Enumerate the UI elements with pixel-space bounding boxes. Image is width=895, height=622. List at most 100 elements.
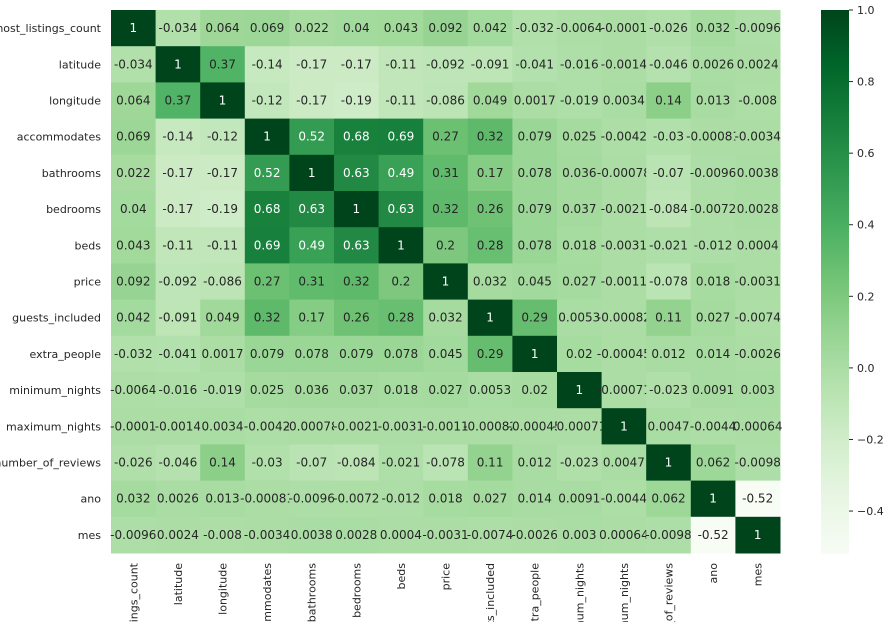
heatmap-cell xyxy=(735,46,781,83)
heatmap-cell xyxy=(467,227,513,264)
heatmap-cell xyxy=(244,227,290,264)
cell-value-label: -0.11 xyxy=(385,57,416,71)
cell-value-label: 1 xyxy=(486,311,494,325)
heatmap-cell xyxy=(557,118,603,156)
colorbar-tick-label: 0.0 xyxy=(857,362,875,375)
cell-value-label: -0.00071 xyxy=(552,419,606,433)
cell-value-label: -0.0096 xyxy=(735,21,781,35)
heatmap-cell xyxy=(646,118,692,156)
heatmap-cell xyxy=(735,118,781,156)
column-tick-label: ts_included xyxy=(484,563,497,622)
cell-value-label: 0.0053 xyxy=(469,383,511,397)
cell-value-label: 0.025 xyxy=(250,383,284,397)
heatmap-cell xyxy=(646,408,692,445)
heatmap-cell xyxy=(111,263,157,301)
heatmap-cell xyxy=(289,335,335,373)
cell-value-label: 0.63 xyxy=(388,202,415,216)
cell-value-label: -0.0014 xyxy=(155,419,201,433)
cell-value-label: -0.091 xyxy=(471,57,510,71)
heatmap-cell xyxy=(111,372,157,409)
heatmap-cell xyxy=(111,444,157,482)
cell-value-label: 0.00064 xyxy=(733,419,783,433)
heatmap-cell xyxy=(601,299,647,337)
heatmap-cell xyxy=(155,227,201,264)
cell-value-label: -0.008 xyxy=(738,94,777,108)
heatmap-cell xyxy=(646,372,692,409)
heatmap-cell xyxy=(601,82,647,120)
cell-value-label: -0.17 xyxy=(341,57,372,71)
cell-value-label: 0.018 xyxy=(562,238,596,252)
heatmap-cell xyxy=(601,46,647,83)
heatmap-cell xyxy=(334,372,380,409)
heatmap-cell xyxy=(200,82,246,120)
cell-value-label: 0.27 xyxy=(254,275,281,289)
column-tick-label: ommodates xyxy=(261,563,274,622)
row-tick-label: mes xyxy=(78,529,101,542)
column-tick-label: num_nights xyxy=(618,563,631,622)
cell-value-label: -0.00045 xyxy=(597,347,651,361)
heatmap-cell xyxy=(557,154,603,192)
cell-value-label: -0.041 xyxy=(159,347,198,361)
cell-value-label: 0.037 xyxy=(339,383,373,397)
heatmap-cell xyxy=(735,480,781,518)
cell-value-label: -0.12 xyxy=(207,130,238,144)
heatmap-cell xyxy=(244,480,290,518)
heatmap-cell xyxy=(334,516,380,554)
cell-value-label: -0.0064 xyxy=(110,383,156,397)
heatmap-cell xyxy=(512,191,558,228)
heatmap-cell xyxy=(111,154,157,192)
heatmap-cell xyxy=(467,444,513,482)
cell-value-label: -0.026 xyxy=(649,21,688,35)
heatmap-cell xyxy=(735,372,781,409)
column-tick-label: ano xyxy=(707,563,720,584)
heatmap-cell xyxy=(111,227,157,264)
cell-value-label: 0.32 xyxy=(343,275,370,289)
cell-value-label: 0.2 xyxy=(436,238,455,252)
heatmap-cell xyxy=(512,10,558,47)
heatmap-cell xyxy=(735,335,781,373)
heatmap-cell xyxy=(557,372,603,409)
heatmap-cell xyxy=(244,191,290,228)
cell-value-label: 0.32 xyxy=(432,202,459,216)
cell-value-label: -0.046 xyxy=(159,456,198,470)
heatmap-cell xyxy=(289,263,335,301)
row-tick-label: longitude xyxy=(49,95,101,108)
column-tick-label: _of_reviews xyxy=(663,563,676,622)
cell-value-label: 0.2 xyxy=(391,275,410,289)
heatmap-cell xyxy=(289,154,335,192)
cell-value-label: -0.00081 xyxy=(240,492,294,506)
cell-value-label: 0.17 xyxy=(298,311,325,325)
cell-value-label: 0.0024 xyxy=(157,528,199,542)
cell-value-label: 0.027 xyxy=(696,311,730,325)
cell-value-label: 1 xyxy=(263,130,271,144)
heatmap-cell xyxy=(289,299,335,337)
heatmap-cell xyxy=(423,191,469,228)
heatmap-cell xyxy=(690,299,736,337)
cell-value-label: 0.018 xyxy=(428,492,462,506)
heatmap-cell xyxy=(557,46,603,83)
colorbar-tick-label: −0.2 xyxy=(857,433,884,446)
heatmap-cell xyxy=(467,191,513,228)
heatmap-cell xyxy=(601,408,647,445)
cell-value-label: 0.63 xyxy=(343,166,370,180)
heatmap-cell xyxy=(289,10,335,47)
heatmap-cell xyxy=(111,408,157,445)
heatmap-cell xyxy=(735,444,781,482)
heatmap-cell xyxy=(111,10,157,47)
heatmap-cell xyxy=(289,372,335,409)
cell-value-label: -0.078 xyxy=(649,275,688,289)
cell-value-label: 0.078 xyxy=(384,347,418,361)
cell-value-label: 0.29 xyxy=(521,311,548,325)
column-tick-label: bedrooms xyxy=(350,563,363,618)
cell-value-label: 0.28 xyxy=(477,238,504,252)
heatmap-cell xyxy=(423,118,469,156)
heatmap-cell xyxy=(467,10,513,47)
heatmap-cell xyxy=(557,10,603,47)
cell-value-label: 0.0028 xyxy=(335,528,377,542)
row-tick-label: bedrooms xyxy=(46,203,101,216)
heatmap-cell xyxy=(690,444,736,482)
heatmap-cell xyxy=(200,372,246,409)
cell-value-label: 0.04 xyxy=(120,202,147,216)
cell-value-label: 0.042 xyxy=(116,311,150,325)
heatmap-cell xyxy=(111,480,157,518)
